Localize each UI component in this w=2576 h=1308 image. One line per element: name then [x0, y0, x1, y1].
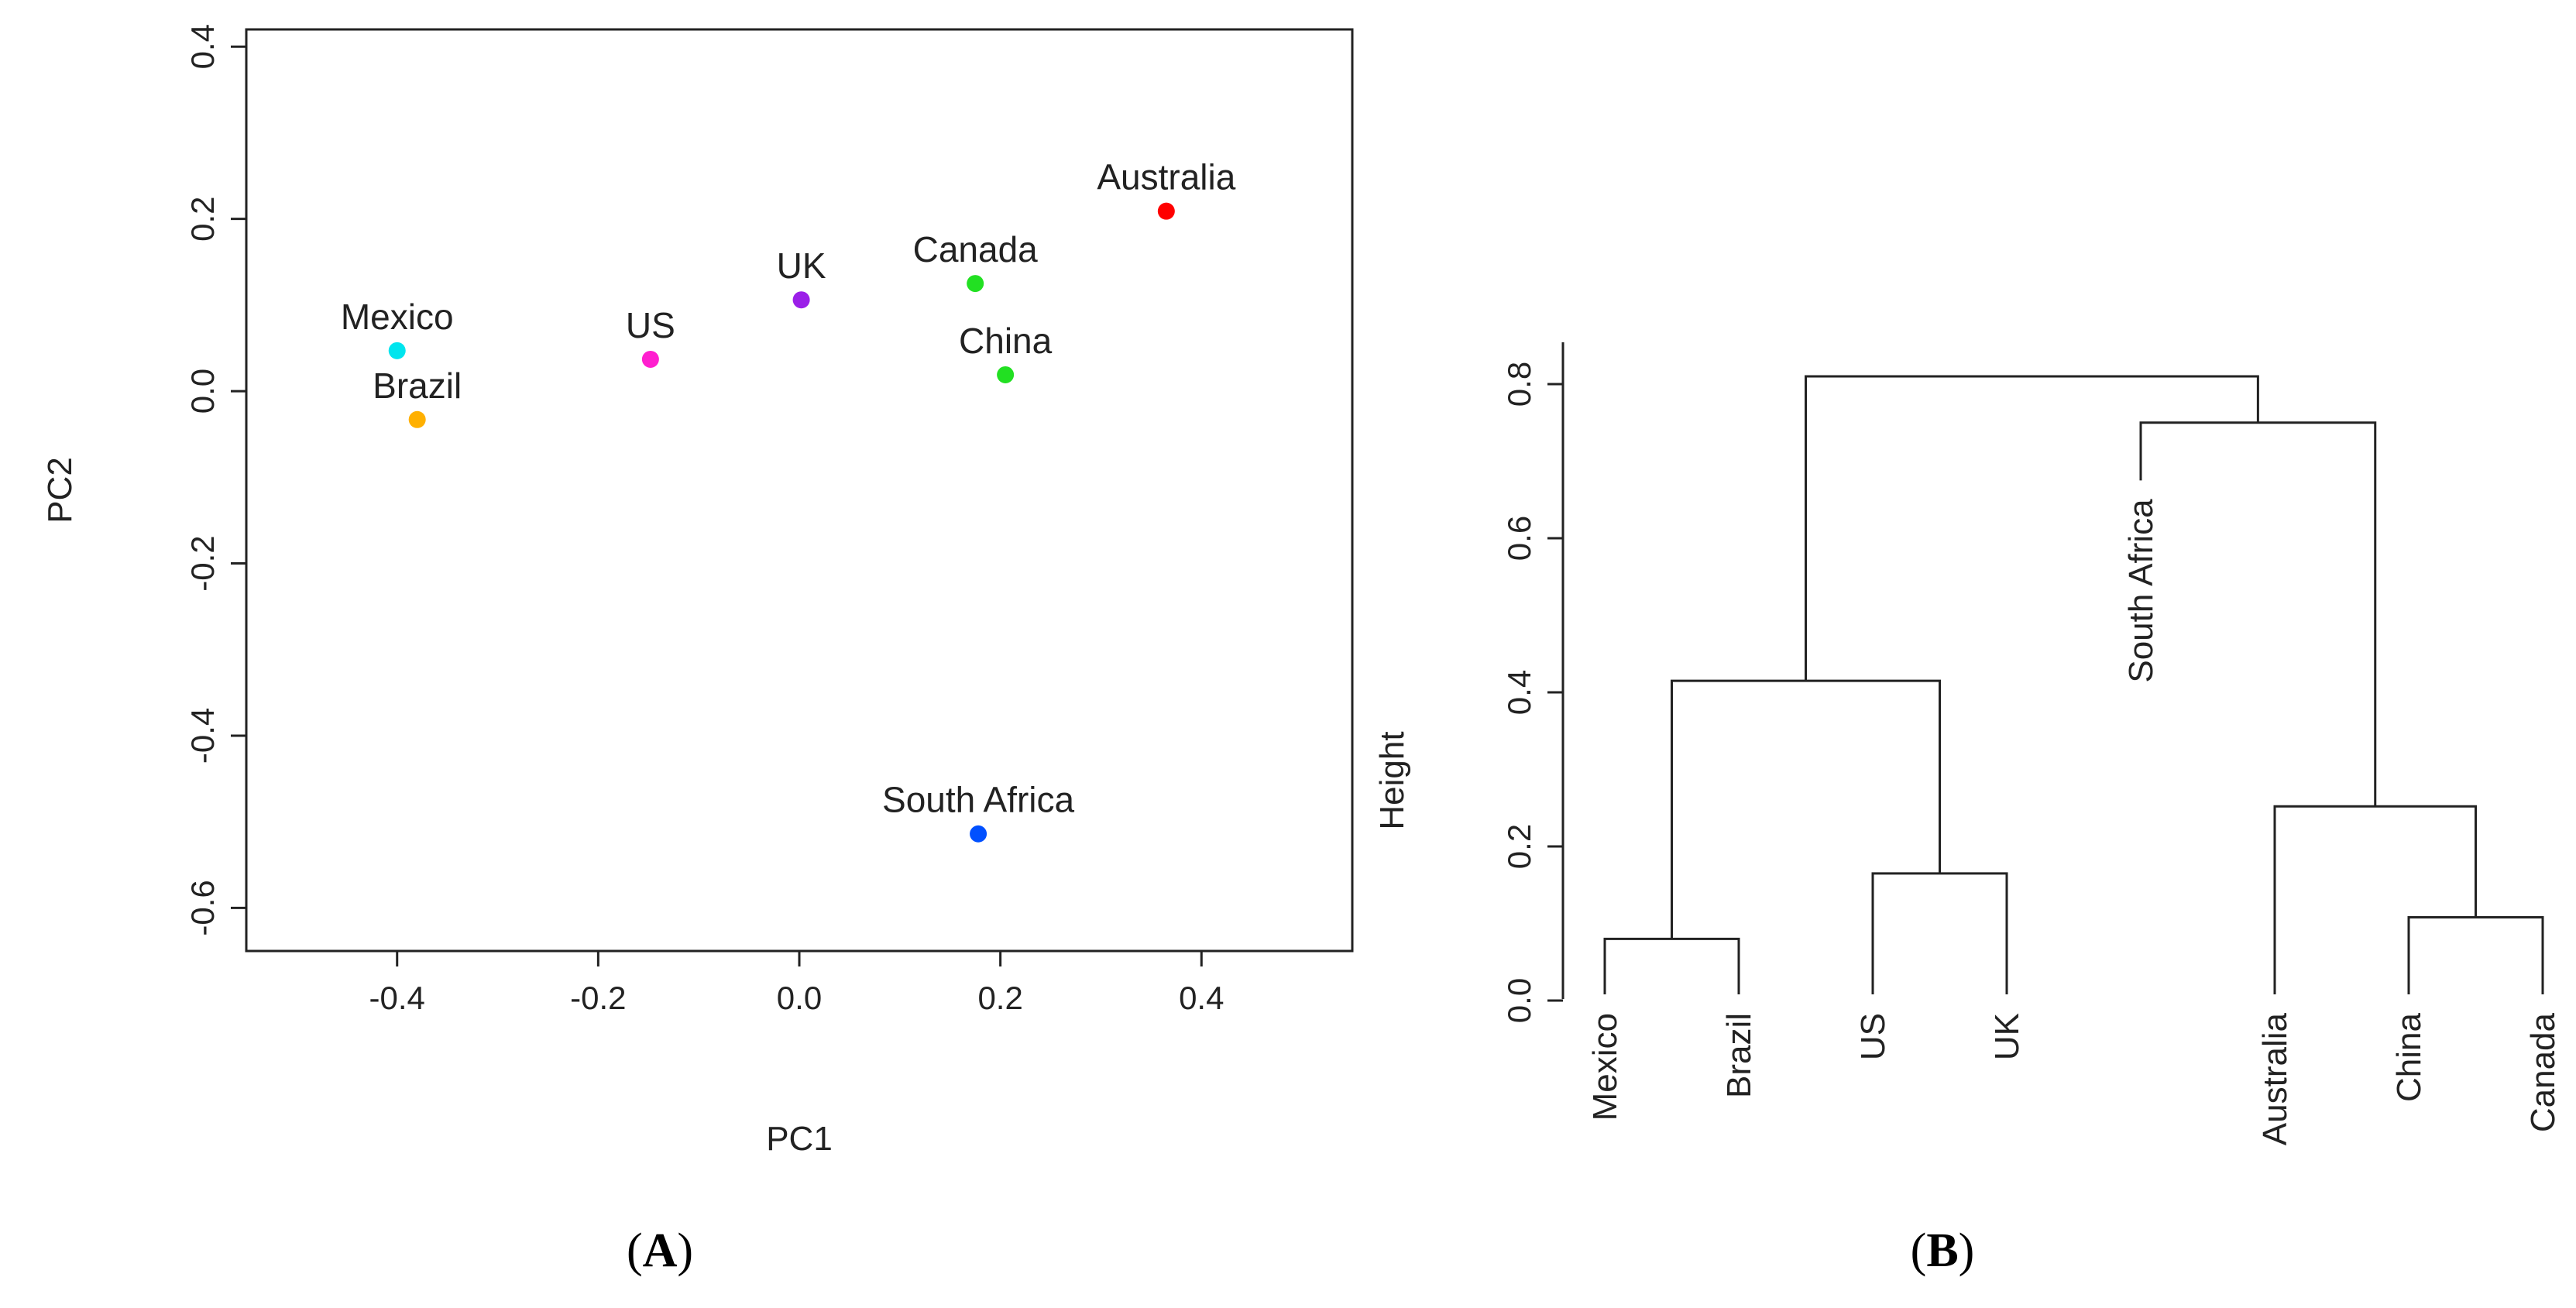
- leaf-label-uk: UK: [1988, 1013, 2026, 1060]
- dendrogram-branch-4: [2407, 916, 2544, 994]
- leaf-label-mexico: Mexico: [1586, 1013, 1624, 1121]
- point-mexico: [388, 342, 406, 359]
- panel-b-dendrogram: 0.0 0.2 0.4 0.6 0.8 Height Mexico Brazil US UK S…: [1373, 342, 2562, 1277]
- point-label-brazil: Brazil: [373, 366, 462, 406]
- dendrogram-branch-1: [1603, 937, 1740, 994]
- data-points: Mexico Brazil US UK Canada China Australia Sout…: [341, 157, 1236, 843]
- x-tick-label-1: -0.2: [570, 980, 626, 1016]
- y-tick-label-1: -0.4: [184, 708, 221, 764]
- point-label-us: US: [626, 305, 675, 345]
- y-tick-label-5: 0.4: [184, 24, 221, 69]
- panel-label-b-close: ): [1959, 1224, 1975, 1277]
- leaf-labels: Mexico Brazil US UK South Africa Australia Chi…: [1586, 499, 2562, 1145]
- point-uk: [792, 291, 810, 309]
- leaf-label-china: China: [2390, 1012, 2428, 1101]
- x-axis-title: PC1: [766, 1120, 833, 1158]
- y-tick-label-3: 0.0: [184, 369, 221, 414]
- panel-label-a-open: (: [627, 1224, 643, 1277]
- point-us: [641, 350, 659, 368]
- y-tick-label-0: -0.6: [184, 880, 221, 936]
- point-label-canada: Canada: [913, 229, 1039, 269]
- panel-label-a: (A): [627, 1224, 693, 1277]
- panel-label-b: (B): [1911, 1224, 1975, 1277]
- point-label-china: China: [959, 321, 1053, 361]
- x-axis: -0.4 -0.2 0.0 0.2 0.4: [369, 951, 1224, 1016]
- y-axis: -0.6 -0.4 -0.2 0.0 0.2 0.4: [184, 24, 246, 936]
- dendrogram-branch-3: [1671, 679, 1941, 939]
- y-tick-label-4: 0.8: [1501, 362, 1537, 407]
- panel-label-a-close: ): [677, 1224, 693, 1277]
- dendrogram-branch-7: [1805, 375, 2259, 681]
- point-south-africa: [970, 825, 987, 843]
- leaf-label-australia: Australia: [2256, 1012, 2294, 1145]
- y-tick-label-0: 0.0: [1501, 978, 1537, 1023]
- point-label-south-africa: South Africa: [882, 780, 1074, 820]
- y-tick-label-2: -0.2: [184, 535, 221, 591]
- x-tick-label-3: 0.2: [977, 980, 1022, 1016]
- y-axis-title: Height: [1373, 731, 1411, 829]
- panel-label-a-letter: A: [643, 1224, 678, 1277]
- x-tick-label-2: 0.0: [777, 980, 822, 1016]
- y-axis-title: PC2: [41, 457, 79, 524]
- dendrogram-branch-5: [2273, 805, 2477, 994]
- point-brazil: [408, 410, 426, 428]
- panel-a-scatter-plot: -0.4 -0.2 0.0 0.2 0.4 -0.6-0.4-0.20.00.20.4 …: [41, 24, 1354, 1277]
- dendrogram-branch-6: [2139, 421, 2377, 807]
- point-label-uk: UK: [777, 245, 826, 286]
- point-canada: [967, 275, 984, 293]
- leaf-label-brazil: Brazil: [1720, 1013, 1758, 1098]
- y-tick-label-3: 0.6: [1501, 516, 1537, 561]
- x-tick-label-0: -0.4: [369, 980, 425, 1016]
- panel-label-b-open: (: [1911, 1224, 1927, 1277]
- leaf-label-canada: Canada: [2524, 1012, 2562, 1132]
- point-australia: [1157, 202, 1175, 220]
- y-axis: 0.0 0.2 0.4 0.6 0.8: [1501, 362, 1563, 1023]
- leaf-label-south-africa: South Africa: [2122, 499, 2160, 683]
- dendrogram-branch-2: [1871, 872, 2008, 994]
- point-label-australia: Australia: [1097, 157, 1235, 197]
- point-china: [997, 366, 1015, 383]
- panel-label-b-letter: B: [1926, 1224, 1958, 1277]
- point-label-mexico: Mexico: [341, 297, 454, 337]
- leaf-label-us: US: [1854, 1013, 1892, 1060]
- y-tick-label-2: 0.4: [1501, 670, 1537, 715]
- y-tick-label-1: 0.2: [1501, 824, 1537, 869]
- x-tick-label-4: 0.4: [1179, 980, 1224, 1016]
- y-tick-label-4: 0.2: [184, 196, 221, 241]
- dendrogram-tree: [1603, 375, 2544, 994]
